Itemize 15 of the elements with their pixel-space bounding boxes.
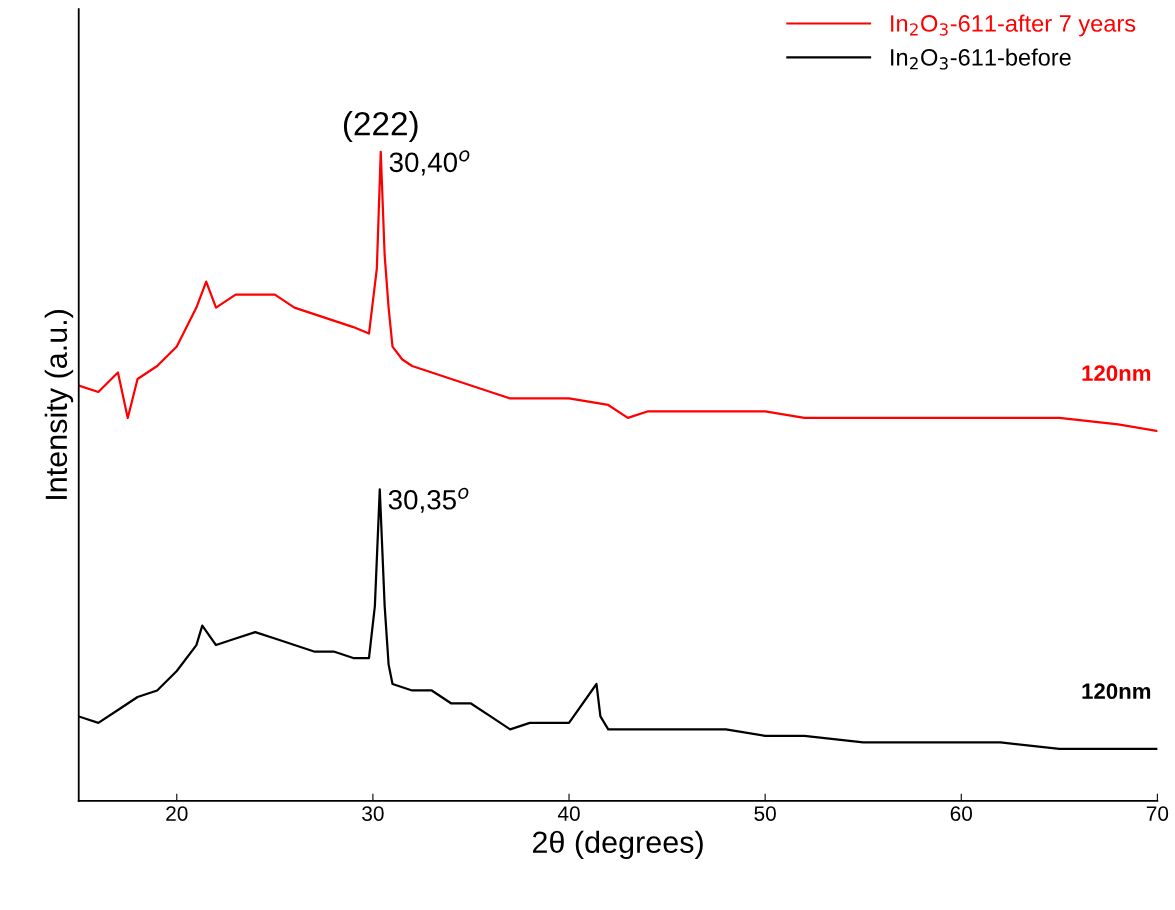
x-axis-title: 2θ (degrees) (532, 830, 703, 860)
legend-label: In$_{2}$O$_{3}$-611-after 7 years (891, 14, 1136, 37)
annotation: 30,40$^{o}$ (389, 150, 470, 176)
x-tick-label: 30 (362, 806, 384, 821)
x-tick-label: 40 (557, 806, 580, 821)
x-tick-label: 60 (950, 806, 973, 821)
y-axis-title: Intensity (a.u.) (44, 310, 74, 499)
annotation: 120nm (1082, 683, 1151, 700)
annotation: 120nm (1082, 365, 1151, 382)
annotation: 30,35$^{o}$ (388, 487, 469, 513)
legend-label: In$_{2}$O$_{3}$-611-before (891, 48, 1071, 70)
x-tick-label: 20 (166, 806, 188, 821)
x-tick-label: 50 (754, 806, 776, 821)
text: (222) (343, 111, 418, 143)
x-tick-label: 70 (1146, 806, 1169, 821)
